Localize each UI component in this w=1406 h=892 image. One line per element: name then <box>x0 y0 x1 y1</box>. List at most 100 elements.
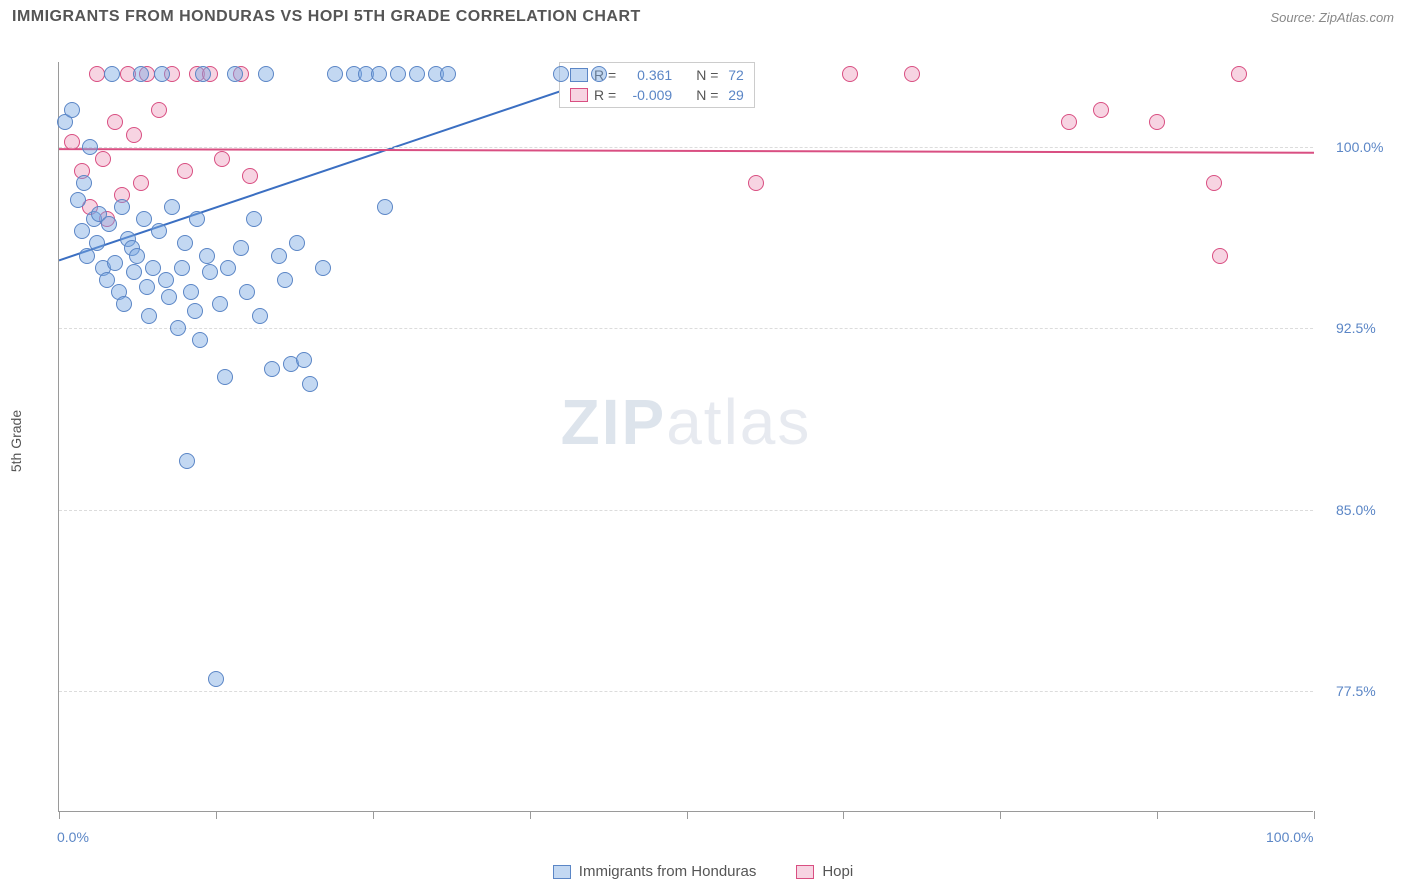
data-point <box>252 308 268 324</box>
data-point <box>1149 114 1165 130</box>
y-tick-label: 77.5% <box>1336 683 1376 699</box>
data-point <box>842 66 858 82</box>
data-point <box>195 66 211 82</box>
data-point <box>1093 102 1109 118</box>
gridline <box>59 328 1313 329</box>
legend-item: Hopi <box>796 863 853 880</box>
stats-legend: R =0.361N = 72R =-0.009N = 29 <box>559 62 755 108</box>
data-point <box>101 216 117 232</box>
data-point <box>271 248 287 264</box>
legend-swatch <box>553 865 571 879</box>
data-point <box>174 260 190 276</box>
watermark: ZIPatlas <box>561 385 812 459</box>
data-point <box>371 66 387 82</box>
data-point <box>440 66 456 82</box>
data-point <box>164 199 180 215</box>
data-point <box>89 235 105 251</box>
legend-swatch <box>570 88 588 102</box>
data-point <box>327 66 343 82</box>
data-point <box>151 102 167 118</box>
x-tick-label: 0.0% <box>57 829 89 845</box>
chart-source: Source: ZipAtlas.com <box>1270 10 1394 25</box>
regression-line <box>59 74 611 260</box>
legend-label: Hopi <box>822 863 853 880</box>
data-point <box>220 260 236 276</box>
legend-label: Immigrants from Honduras <box>579 863 757 880</box>
data-point <box>217 369 233 385</box>
watermark-bold: ZIP <box>561 386 667 458</box>
legend-item: Immigrants from Honduras <box>553 863 757 880</box>
data-point <box>390 66 406 82</box>
y-tick-label: 85.0% <box>1336 502 1376 518</box>
stat-r-label: R = <box>594 87 616 103</box>
y-tick-label: 92.5% <box>1336 320 1376 336</box>
data-point <box>141 308 157 324</box>
legend-swatch <box>570 68 588 82</box>
data-point <box>104 66 120 82</box>
chart-header: IMMIGRANTS FROM HONDURAS VS HOPI 5TH GRA… <box>0 0 1406 32</box>
data-point <box>99 272 115 288</box>
data-point <box>136 211 152 227</box>
chart-title: IMMIGRANTS FROM HONDURAS VS HOPI 5TH GRA… <box>12 8 641 26</box>
data-point <box>107 114 123 130</box>
x-tick-label: 100.0% <box>1266 829 1313 845</box>
data-point <box>95 151 111 167</box>
x-tick <box>687 811 688 819</box>
data-point <box>246 211 262 227</box>
data-point <box>277 272 293 288</box>
data-point <box>233 240 249 256</box>
stat-r-value: 0.361 <box>622 67 672 83</box>
data-point <box>129 248 145 264</box>
data-point <box>242 168 258 184</box>
stat-n-label: N = <box>696 67 718 83</box>
x-tick <box>1314 811 1315 819</box>
data-point <box>227 66 243 82</box>
data-point <box>82 139 98 155</box>
data-point <box>76 175 92 191</box>
bottom-legend: Immigrants from Honduras Hopi <box>0 863 1406 880</box>
regression-line <box>59 149 1314 153</box>
data-point <box>202 264 218 280</box>
data-point <box>133 175 149 191</box>
data-point <box>1206 175 1222 191</box>
data-point <box>239 284 255 300</box>
data-point <box>264 361 280 377</box>
data-point <box>145 260 161 276</box>
x-tick <box>843 811 844 819</box>
watermark-rest: atlas <box>666 386 811 458</box>
data-point <box>177 163 193 179</box>
chart-container: 5th Grade ZIPatlas R =0.361N = 72R =-0.0… <box>46 50 1396 832</box>
stat-n-label: N = <box>696 87 718 103</box>
data-point <box>139 279 155 295</box>
gridline <box>59 147 1313 148</box>
x-tick <box>1000 811 1001 819</box>
data-point <box>258 66 274 82</box>
data-point <box>748 175 764 191</box>
data-point <box>126 127 142 143</box>
data-point <box>1231 66 1247 82</box>
data-point <box>1061 114 1077 130</box>
data-point <box>187 303 203 319</box>
data-point <box>183 284 199 300</box>
x-tick <box>373 811 374 819</box>
x-tick <box>1157 811 1158 819</box>
data-point <box>126 264 142 280</box>
data-point <box>289 235 305 251</box>
data-point <box>64 102 80 118</box>
data-point <box>74 223 90 239</box>
data-point <box>212 296 228 312</box>
data-point <box>296 352 312 368</box>
data-point <box>70 192 86 208</box>
data-point <box>591 66 607 82</box>
data-point <box>177 235 193 251</box>
stat-n-value: 72 <box>724 67 743 83</box>
data-point <box>377 199 393 215</box>
data-point <box>170 320 186 336</box>
data-point <box>161 289 177 305</box>
x-tick <box>216 811 217 819</box>
data-point <box>553 66 569 82</box>
data-point <box>409 66 425 82</box>
x-tick <box>59 811 60 819</box>
data-point <box>302 376 318 392</box>
data-point <box>192 332 208 348</box>
